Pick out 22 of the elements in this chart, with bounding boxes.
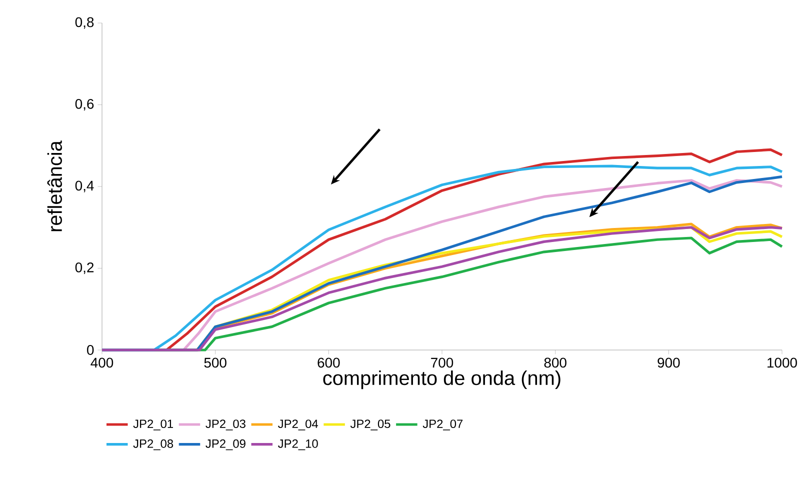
legend-label: JP2_09 [206,439,246,450]
y-tick-label: 0 [87,345,94,355]
legend-label: JP2_05 [350,420,390,430]
x-axis-title: comprimento de onda (nm) [323,370,560,390]
legend-label: JP2_08 [133,439,174,450]
y-tick-label: 0,4 [75,180,94,192]
y-axis-title: refletância [47,140,62,232]
x-tick-label: 900 [658,358,680,368]
y-tick-label: 0,2 [75,262,94,274]
y-tick-label: 0,8 [75,17,94,29]
legend-label: JP2_07 [422,420,463,430]
legend-label: JP2_01 [133,420,173,430]
legend-label: JP2_04 [278,420,318,430]
x-tick-label: 700 [431,358,454,368]
x-tick-label: 600 [318,358,340,368]
x-tick-label: 1000 [768,358,797,368]
x-tick-label: 800 [544,358,566,368]
x-tick-label: 500 [204,358,226,368]
legend-label: JP2_03 [206,420,246,430]
x-tick-label: 400 [90,358,114,368]
legend-label: JP2_10 [278,439,318,450]
y-tick-label: 0,6 [75,98,94,111]
